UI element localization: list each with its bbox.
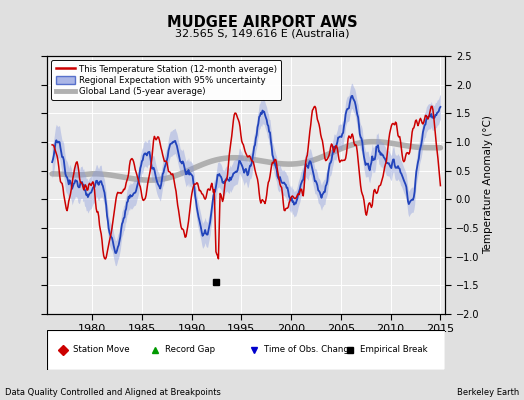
Text: MUDGEE AIRPORT AWS: MUDGEE AIRPORT AWS [167,15,357,30]
FancyBboxPatch shape [47,330,445,370]
Text: 32.565 S, 149.616 E (Australia): 32.565 S, 149.616 E (Australia) [174,29,350,39]
Text: Record Gap: Record Gap [165,346,215,354]
Text: Empirical Break: Empirical Break [360,346,428,354]
Text: Berkeley Earth: Berkeley Earth [456,388,519,397]
Y-axis label: Temperature Anomaly (°C): Temperature Anomaly (°C) [484,116,494,254]
Text: Station Move: Station Move [73,346,129,354]
Legend: This Temperature Station (12-month average), Regional Expectation with 95% uncer: This Temperature Station (12-month avera… [51,60,281,100]
Text: Data Quality Controlled and Aligned at Breakpoints: Data Quality Controlled and Aligned at B… [5,388,221,397]
Text: Time of Obs. Change: Time of Obs. Change [264,346,354,354]
